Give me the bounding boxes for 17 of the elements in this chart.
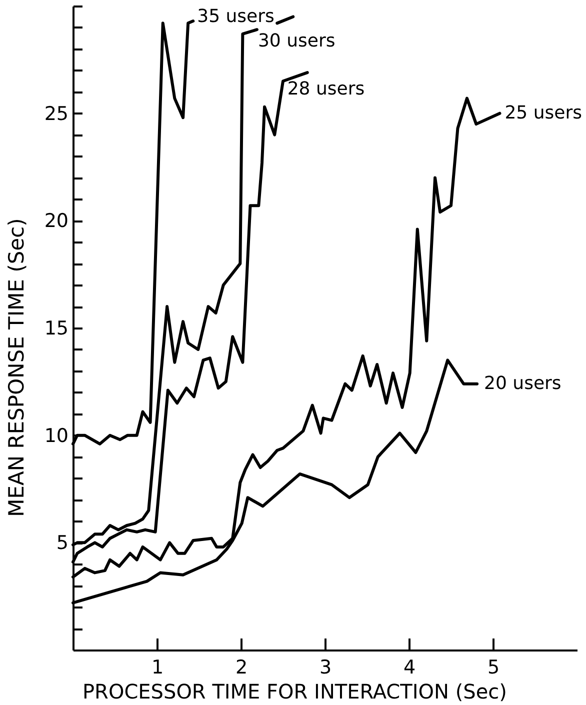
series-label: 28 users <box>287 78 365 100</box>
series-label: 25 users <box>504 102 582 124</box>
x-tick-label: 2 <box>235 656 248 678</box>
y-tick-label: 10 <box>44 424 68 447</box>
y-tick-label: 5 <box>56 532 68 554</box>
y-tick-label: 20 <box>44 210 68 232</box>
series-label: 35 users <box>197 6 274 28</box>
series-label: 20 users <box>484 372 562 394</box>
y-axis-title: MEAN RESPONSE TIME (Sec) <box>4 218 28 517</box>
y-tick-label: 15 <box>44 318 68 340</box>
x-tick-label: 1 <box>151 656 164 678</box>
x-tick-label: 5 <box>487 656 500 678</box>
series-label: 30 users <box>258 30 336 52</box>
y-tick-label: 25 <box>44 102 68 125</box>
x-tick-label: 4 <box>403 656 416 678</box>
x-axis-title: PROCESSOR TIME FOR INTERACTION (Sec) <box>82 680 507 704</box>
x-tick-label: 3 <box>319 656 332 678</box>
